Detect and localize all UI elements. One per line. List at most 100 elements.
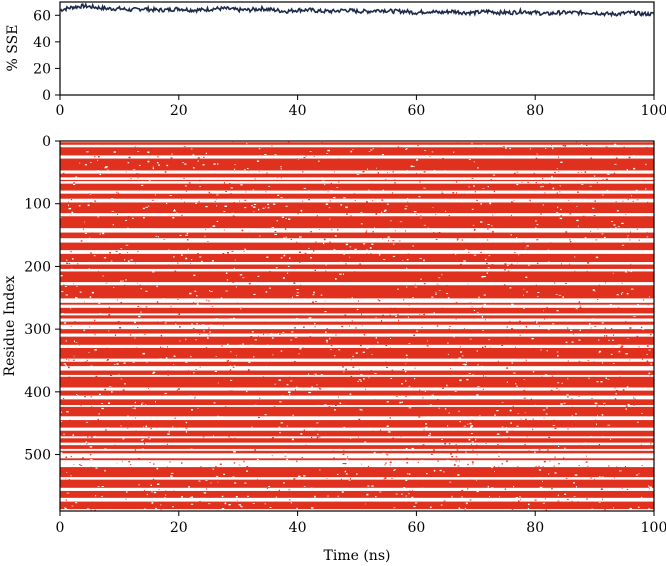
sse-noise-mark bbox=[533, 172, 535, 174]
sse-noise-mark bbox=[262, 207, 265, 209]
sse-noise-mark bbox=[280, 168, 282, 170]
sse-noise-mark bbox=[540, 349, 542, 351]
sse-noise-mark bbox=[311, 487, 313, 489]
sse-noise-mark bbox=[285, 236, 287, 238]
sse-noise-mark bbox=[282, 331, 285, 333]
sse-noise-mark bbox=[94, 156, 96, 158]
sse-noise-mark bbox=[185, 190, 188, 192]
sse-noise-mark bbox=[258, 416, 260, 419]
sse-noise-mark bbox=[476, 491, 479, 493]
sse-noise-mark bbox=[223, 229, 225, 231]
sse-percent-x-axis: 0 20 40 60 80 100 bbox=[56, 95, 666, 119]
sse-noise-mark bbox=[534, 404, 537, 406]
sse-noise-mark bbox=[417, 461, 419, 463]
sse-noise-mark bbox=[271, 438, 274, 440]
sse-noise-mark bbox=[475, 147, 477, 149]
sse-noise-mark bbox=[554, 171, 556, 173]
sse-noise-mark bbox=[236, 499, 238, 501]
sse-noise-mark bbox=[274, 177, 276, 179]
sse-noise-mark bbox=[621, 345, 624, 347]
sse-noise-mark bbox=[329, 218, 331, 220]
bottom-y-tick-label: 400 bbox=[24, 385, 51, 401]
sse-noise-mark bbox=[424, 158, 426, 160]
sse-noise-mark bbox=[564, 144, 567, 147]
sse-noise-mark bbox=[452, 192, 455, 194]
sse-noise-mark bbox=[423, 187, 426, 189]
sse-noise-mark bbox=[257, 390, 260, 392]
sse-noise-mark bbox=[414, 367, 416, 369]
sse-noise-mark bbox=[365, 231, 367, 233]
sse-noise-mark bbox=[381, 320, 382, 322]
sse-band bbox=[60, 158, 654, 171]
top-y-tick-label: 40 bbox=[33, 35, 51, 51]
sse-noise-mark bbox=[576, 486, 577, 488]
sse-noise-mark bbox=[438, 232, 441, 234]
sse-noise-mark bbox=[602, 362, 603, 364]
sse-noise-mark bbox=[151, 502, 154, 504]
sse-noise-mark bbox=[466, 423, 469, 425]
sse-noise-mark bbox=[90, 202, 92, 204]
sse-noise-mark bbox=[189, 496, 193, 499]
sse-noise-mark bbox=[190, 503, 194, 505]
sse-noise-mark bbox=[591, 398, 593, 399]
sse-noise-mark bbox=[390, 336, 392, 338]
sse-noise-mark bbox=[556, 212, 559, 213]
sse-noise-mark bbox=[637, 506, 640, 508]
sse-noise-mark bbox=[480, 221, 483, 223]
sse-noise-mark bbox=[407, 201, 409, 203]
sse-noise-mark bbox=[68, 366, 70, 369]
sse-noise-mark bbox=[511, 509, 514, 510]
sse-noise-mark bbox=[232, 476, 235, 478]
sse-noise-mark bbox=[65, 364, 67, 367]
sse-noise-mark bbox=[569, 263, 571, 265]
sse-noise-mark bbox=[117, 321, 120, 323]
sse-noise-mark bbox=[266, 256, 269, 258]
sse-noise-mark bbox=[89, 237, 91, 240]
sse-noise-mark bbox=[476, 394, 479, 396]
sse-noise-mark bbox=[87, 204, 90, 207]
sse-noise-mark bbox=[581, 144, 583, 145]
sse-noise-mark bbox=[224, 502, 227, 505]
sse-noise-mark bbox=[504, 488, 507, 490]
sse-noise-mark bbox=[145, 206, 148, 208]
sse-noise-mark bbox=[348, 480, 351, 481]
sse-noise-mark bbox=[470, 425, 474, 427]
sse-noise-mark bbox=[308, 391, 311, 394]
sse-noise-mark bbox=[551, 145, 552, 146]
sse-noise-mark bbox=[115, 250, 118, 252]
sse-noise-mark bbox=[535, 284, 537, 286]
sse-noise-mark bbox=[338, 181, 340, 183]
sse-noise-mark bbox=[516, 425, 519, 427]
sse-noise-mark bbox=[556, 387, 558, 389]
sse-noise-mark bbox=[90, 459, 93, 460]
sse-noise-mark bbox=[563, 402, 566, 404]
sse-noise-mark bbox=[503, 284, 506, 286]
sse-noise-mark bbox=[188, 370, 189, 371]
sse-noise-mark bbox=[361, 463, 362, 465]
sse-noise-mark bbox=[389, 464, 391, 466]
sse-noise-mark bbox=[397, 314, 399, 316]
sse-noise-mark bbox=[482, 188, 485, 189]
sse-noise-mark bbox=[170, 305, 172, 308]
sse-noise-mark bbox=[185, 431, 188, 433]
sse-noise-mark bbox=[275, 267, 278, 269]
sse-noise-mark bbox=[65, 294, 68, 296]
sse-noise-mark bbox=[98, 413, 100, 415]
bottom-x-tick-label: 80 bbox=[526, 520, 544, 536]
sse-noise-mark bbox=[152, 478, 155, 480]
sse-noise-mark bbox=[185, 338, 187, 341]
sse-noise-mark bbox=[370, 183, 372, 185]
sse-noise-mark bbox=[76, 285, 78, 287]
sse-noise-mark bbox=[624, 271, 628, 273]
sse-noise-mark bbox=[89, 454, 92, 456]
sse-noise-mark bbox=[358, 379, 362, 381]
sse-noise-mark bbox=[142, 352, 145, 355]
sse-noise-mark bbox=[387, 236, 390, 238]
sse-band bbox=[60, 216, 654, 229]
sse-noise-mark bbox=[130, 178, 132, 180]
sse-noise-mark bbox=[111, 198, 114, 200]
sse-noise-mark bbox=[168, 431, 170, 433]
sse-noise-mark bbox=[481, 306, 483, 308]
sse-noise-mark bbox=[184, 201, 185, 203]
